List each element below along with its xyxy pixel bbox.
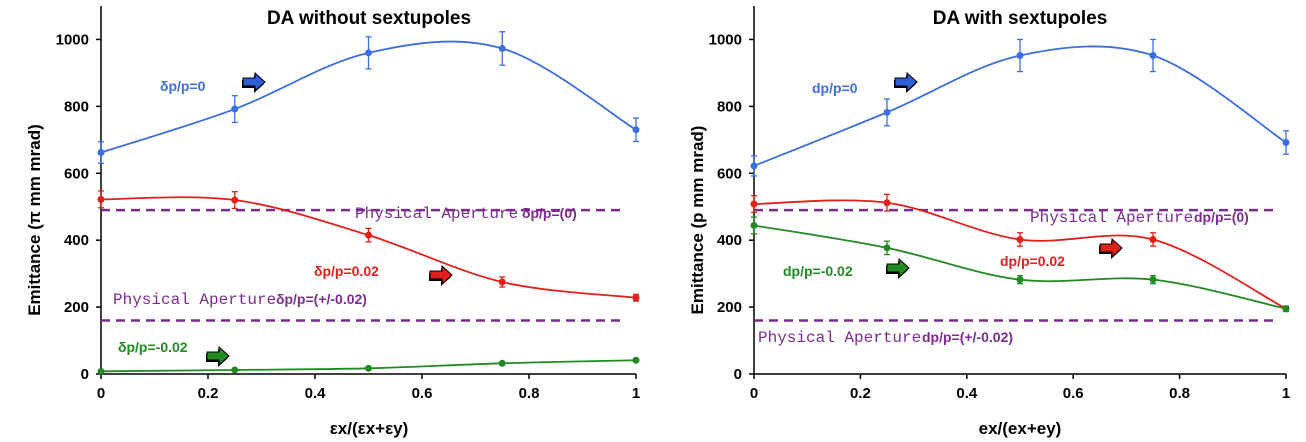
data-point <box>632 126 640 134</box>
data-point <box>1016 236 1024 244</box>
y-tick-label: 1000 <box>709 31 742 48</box>
arrow-body <box>242 71 266 93</box>
data-point <box>1016 276 1024 284</box>
chart-panel-left: DA without sextupoles Emittance (π mm mr… <box>25 6 640 438</box>
data-point <box>97 195 105 203</box>
x-tick-label: 0.8 <box>1169 385 1190 402</box>
data-point <box>231 105 239 113</box>
data-point <box>498 278 506 286</box>
data-point <box>231 196 239 204</box>
data-point <box>750 162 758 170</box>
arrow-icon <box>429 264 453 286</box>
y-tick-label: 600 <box>717 165 742 182</box>
arrow-body <box>429 264 453 286</box>
chart-panel-right: DA with sextupoles Emittance (p mm mrad)… <box>688 6 1290 438</box>
series-label: dp/p=0.02 <box>1000 253 1065 269</box>
y-tick-label: 400 <box>717 232 742 249</box>
arrow-body <box>886 257 910 279</box>
y-tick-label: 400 <box>64 232 89 249</box>
y-tick-label: 600 <box>64 165 89 182</box>
series-label: δp/p=-0.02 <box>118 339 188 355</box>
x-tick-label: 0.4 <box>956 385 978 402</box>
reference-line-label-overlap: dp/p=(+/-0.02) <box>922 329 1013 345</box>
x-tick-label: 0.2 <box>198 385 219 402</box>
plot-area: 0 200 400 600 800 1000 0 0.2 0.4 0.6 0.8 1 <box>56 6 640 402</box>
x-tick-label: 0.6 <box>1063 385 1084 402</box>
data-point <box>883 199 891 207</box>
chart-title: DA with sextupoles <box>933 8 1108 29</box>
reference-line-label: Physical Aperture <box>758 329 921 347</box>
y-tick-label: 1000 <box>56 31 89 48</box>
data-point <box>365 49 372 57</box>
data-point <box>1016 52 1024 60</box>
series-label: dp/p=-0.02 <box>783 263 853 279</box>
arrow-icon <box>1099 237 1123 259</box>
y-tick-label: 0 <box>734 366 742 383</box>
data-point <box>231 366 239 374</box>
data-point <box>1282 305 1290 313</box>
y-tick-label: 800 <box>717 98 742 115</box>
reference-line-label-overlap: dp/p=(0) <box>1194 209 1249 225</box>
data-point <box>365 364 372 372</box>
x-tick-label: 0 <box>97 385 105 402</box>
data-point <box>1149 276 1157 284</box>
arrow-body <box>894 71 918 93</box>
data-point <box>883 108 891 116</box>
y-tick-label: 200 <box>717 299 742 316</box>
arrow-icon <box>206 345 230 367</box>
y-axis-label: Emittance (π mm mrad) <box>25 124 44 316</box>
data-point <box>883 244 891 252</box>
x-tick-label: 0.6 <box>412 385 433 402</box>
reference-line-label: Physical Aperture <box>1030 209 1193 227</box>
arrow-icon <box>242 71 266 93</box>
x-axis-label: ex/(ex+ey) <box>979 419 1062 438</box>
y-tick-label: 800 <box>64 98 89 115</box>
x-tick-label: 0.8 <box>519 385 540 402</box>
data-point <box>1149 236 1157 244</box>
data-point <box>97 149 105 157</box>
arrow-icon <box>886 257 910 279</box>
x-tick-label: 1 <box>1282 385 1290 402</box>
y-tick-label: 0 <box>81 366 89 383</box>
data-point <box>750 200 758 208</box>
data-point <box>1149 52 1157 60</box>
data-point <box>498 359 506 367</box>
x-tick-label: 0.4 <box>305 385 327 402</box>
arrow-body <box>1099 237 1123 259</box>
x-tick-label: 0 <box>750 385 758 402</box>
data-point <box>632 356 640 364</box>
reference-line-label: Physical Aperture <box>113 291 276 309</box>
y-axis-label: Emittance (p mm mrad) <box>688 126 707 315</box>
y-tick-label: 200 <box>64 299 89 316</box>
reference-line-label-overlap: δp/p=(+/-0.02) <box>276 291 367 307</box>
chart-title: DA without sextupoles <box>267 8 471 29</box>
data-point <box>632 294 640 302</box>
series-label: dp/p=0 <box>812 80 858 96</box>
reference-line-label: Physical Aperture <box>355 205 518 223</box>
arrow-body <box>206 345 230 367</box>
data-point <box>97 367 105 375</box>
data-point <box>498 44 506 52</box>
series-label: δp/p=0 <box>160 78 206 94</box>
x-axis-label: εx/(εx+εy) <box>330 419 409 438</box>
series-label: δp/p=0.02 <box>314 263 379 279</box>
x-tick-label: 0.2 <box>850 385 871 402</box>
x-tick-label: 1 <box>632 385 640 402</box>
reference-line-label-overlap: δp/p=(0) <box>522 205 577 221</box>
data-point <box>365 231 372 239</box>
arrow-icon <box>894 71 918 93</box>
data-point <box>750 221 758 229</box>
data-point <box>1282 138 1290 146</box>
plot-area: 0 200 400 600 800 1000 0 0.2 0.4 0.6 0.8 1 <box>709 6 1290 402</box>
